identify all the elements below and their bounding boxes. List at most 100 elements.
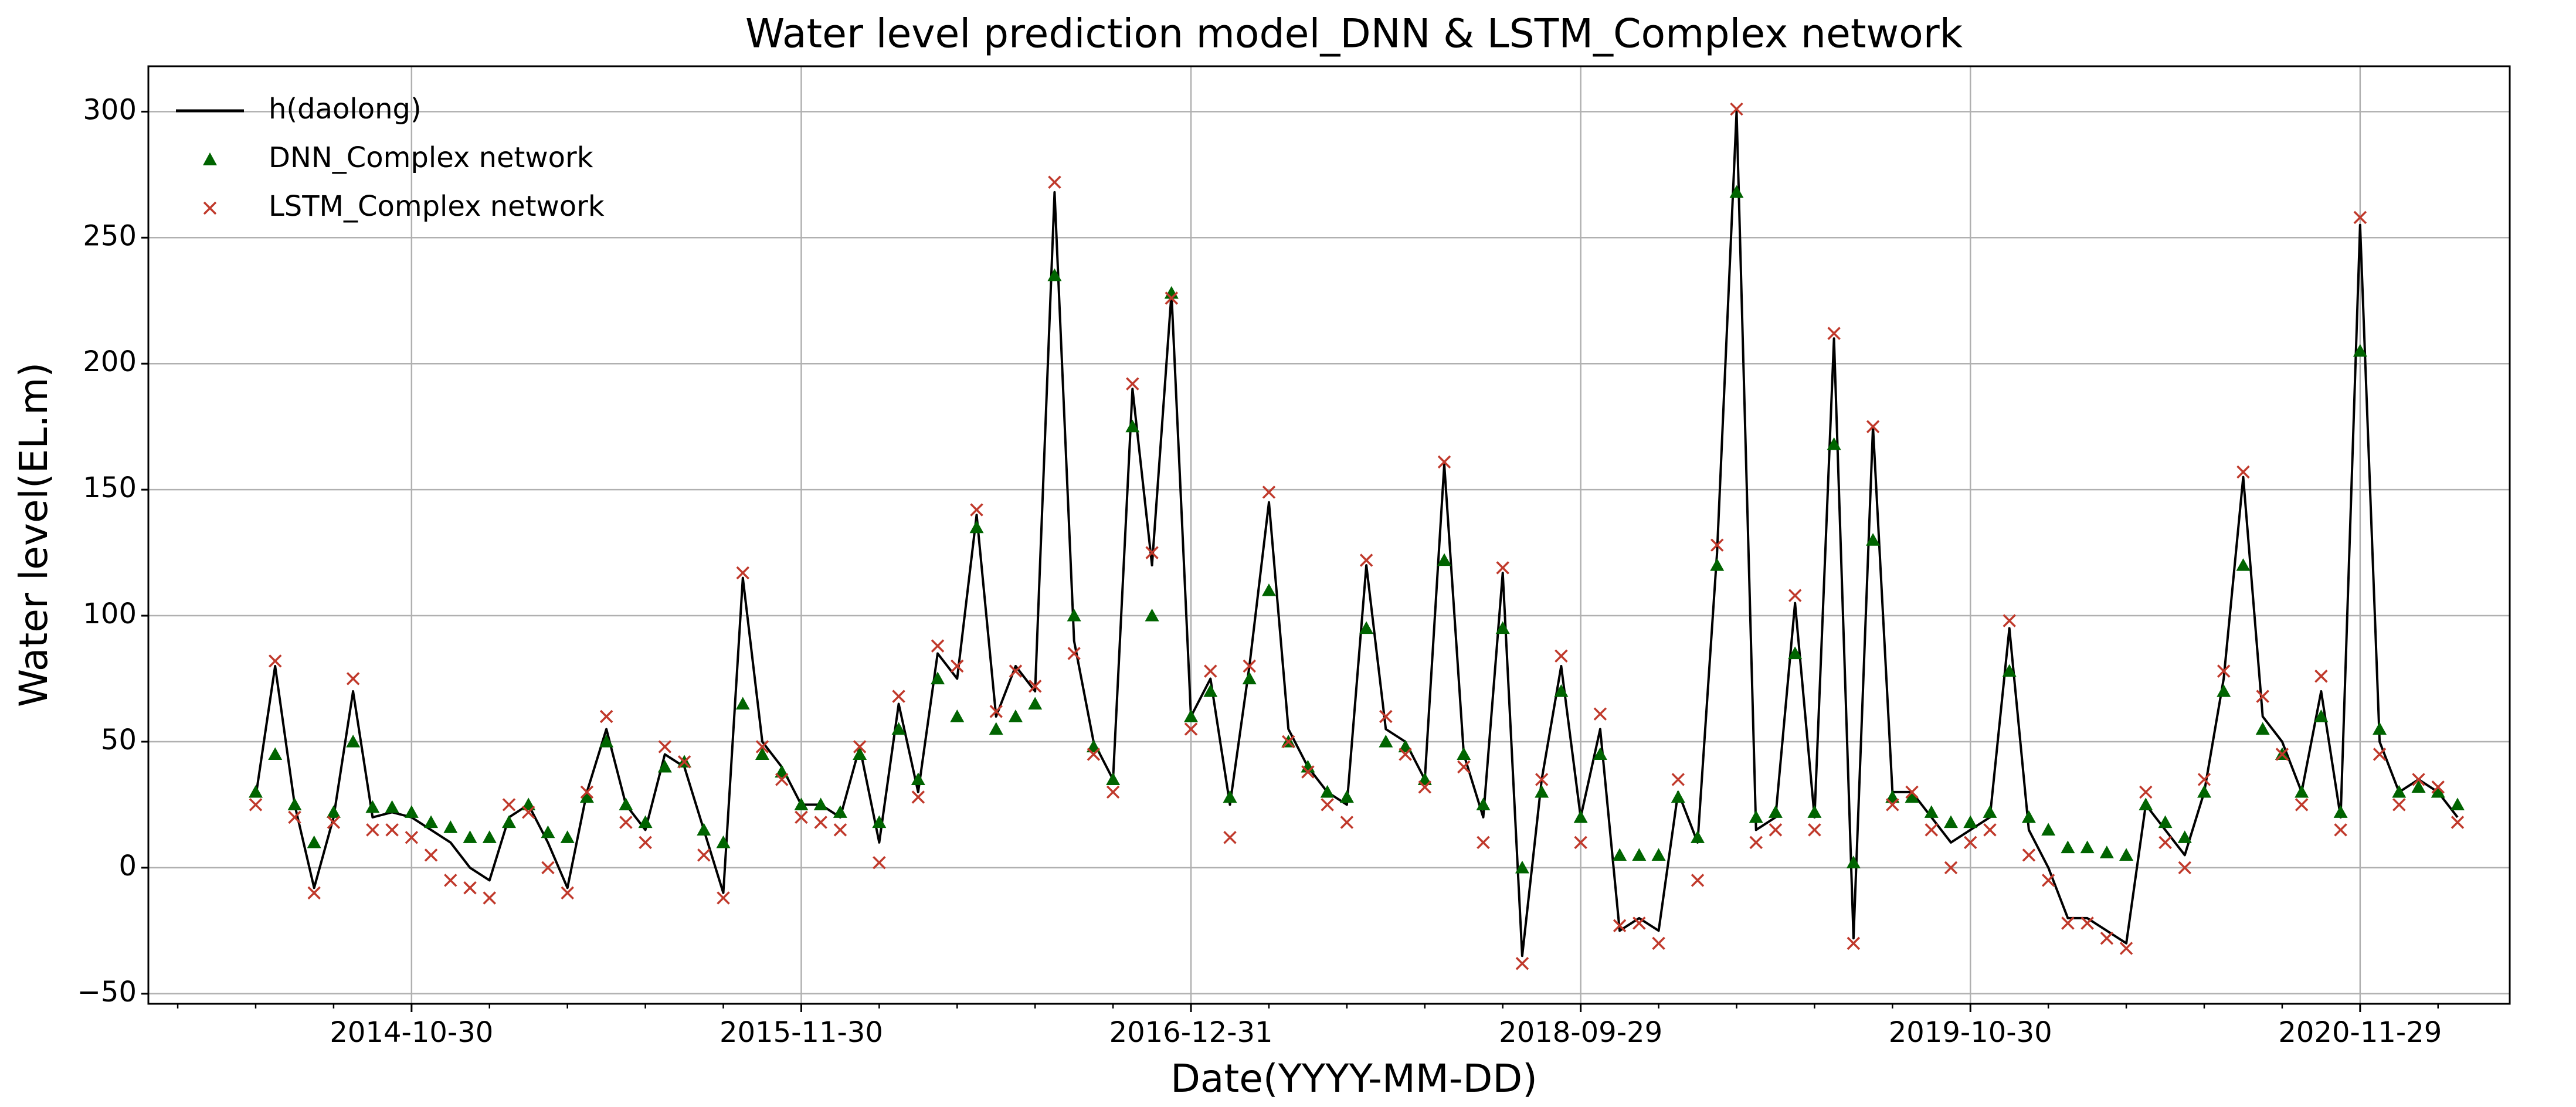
lstm-point	[268, 654, 282, 668]
lstm-point	[1204, 664, 1217, 678]
dnn-point	[2158, 815, 2173, 828]
grid-layer	[148, 66, 2510, 1004]
lstm-point	[541, 861, 555, 875]
dnn-point	[501, 815, 516, 828]
lstm-point	[677, 755, 691, 769]
lstm-point	[2061, 916, 2075, 930]
legend-label: LSTM_Complex network	[269, 190, 605, 223]
dnn-point	[755, 747, 769, 760]
lstm-point	[1633, 916, 1646, 930]
lstm-point	[1437, 455, 1451, 469]
dnn-point	[1768, 805, 1783, 818]
lstm-point	[1457, 760, 1471, 774]
dnn-point	[599, 734, 614, 748]
dnn-point	[891, 722, 906, 735]
lstm-point	[2353, 210, 2367, 225]
lstm-point	[814, 816, 827, 829]
lstm-point	[1321, 798, 1334, 811]
dnn-point	[989, 722, 1003, 735]
dnn-point	[794, 797, 809, 811]
dnn-point	[2450, 797, 2465, 811]
lstm-point	[346, 672, 360, 685]
lstm-point	[1145, 546, 1159, 559]
dnn-point	[2061, 840, 2075, 854]
lstm-point	[502, 798, 516, 811]
lstm-point	[2392, 798, 2406, 811]
lstm-point	[736, 566, 749, 580]
dnn-point	[1145, 609, 1159, 622]
dnn-point	[1008, 709, 1023, 722]
dnn-point	[1846, 855, 1861, 868]
dnn-point	[2041, 823, 2056, 836]
lstm-point	[1379, 709, 1393, 724]
dnn-point	[1184, 709, 1199, 722]
lstm-point	[327, 816, 341, 829]
lstm-point	[249, 798, 263, 811]
dnn-point	[1710, 558, 1725, 571]
dnn-point	[2411, 780, 2426, 793]
lstm-point	[970, 503, 983, 517]
dnn-point	[697, 823, 711, 836]
lstm-point	[521, 806, 535, 819]
dnn-point	[1106, 772, 1121, 786]
dnn-point	[521, 797, 536, 811]
lstm-point	[951, 659, 964, 673]
dnn-point	[2002, 664, 2017, 677]
dnn-point	[1827, 437, 1841, 450]
x-tick-label: 2015-11-30	[719, 1016, 883, 1049]
dnn-point	[1905, 790, 1919, 803]
dnn-point	[1398, 739, 1413, 753]
dnn-point	[1125, 419, 1140, 433]
dnn-point	[1651, 848, 1666, 861]
dnn-point	[2139, 797, 2153, 811]
lstm-point	[1574, 836, 1587, 850]
lstm-point	[1710, 538, 1724, 552]
lstm-point	[1165, 291, 1179, 305]
lstm-point	[1788, 589, 1802, 602]
dnn-point	[2255, 722, 2270, 735]
lstm-point	[1652, 936, 1665, 950]
dnn-point	[1749, 810, 1763, 823]
dnn-point	[1320, 785, 1335, 798]
lstm-point	[1769, 823, 1783, 837]
dnn-point	[1242, 671, 1257, 685]
dnn-point	[1495, 621, 1510, 634]
lstm-point	[1281, 735, 1295, 749]
dnn-point	[1671, 790, 1685, 803]
lstm-point	[1496, 561, 1509, 575]
lstm-point	[2236, 465, 2250, 479]
y-tick-label: 50	[101, 724, 137, 756]
lstm-point	[1048, 175, 1061, 189]
lstm-point	[639, 836, 652, 850]
dnn-point	[2119, 848, 2134, 861]
lstm-point	[1730, 102, 1743, 116]
lstm-point	[2119, 942, 2133, 955]
dnn-point	[1944, 815, 1959, 828]
dnn-point	[1885, 790, 1900, 803]
y-tick-label: 300	[83, 93, 137, 126]
x-axis-label: Date(YYYY-MM-DD)	[1170, 1056, 1538, 1101]
lstm-point	[1399, 748, 1412, 761]
lstm-point	[307, 886, 321, 900]
dnn-point	[1223, 790, 1237, 803]
lstm-point	[873, 856, 886, 870]
lstm-point	[599, 709, 613, 724]
lstm-point	[2100, 932, 2114, 945]
dnn-point	[950, 709, 965, 722]
dnn-point	[2353, 344, 2367, 357]
dnn-point	[2314, 709, 2329, 722]
dnn-point	[1924, 805, 1939, 818]
dnn-point	[1554, 684, 1569, 697]
dnn-point	[872, 815, 887, 828]
lstm-point	[1243, 659, 1256, 673]
dnn-point	[2021, 810, 2036, 823]
dnn-point	[1379, 734, 1393, 748]
dnn-point	[735, 697, 750, 710]
legend-marker	[203, 201, 217, 215]
dnn-point	[813, 797, 828, 811]
lstm-point	[1671, 773, 1685, 786]
lstm-point	[483, 891, 496, 905]
lstm-point	[1613, 919, 1627, 932]
lstm-point	[833, 823, 847, 837]
dnn-point	[1028, 697, 1043, 710]
